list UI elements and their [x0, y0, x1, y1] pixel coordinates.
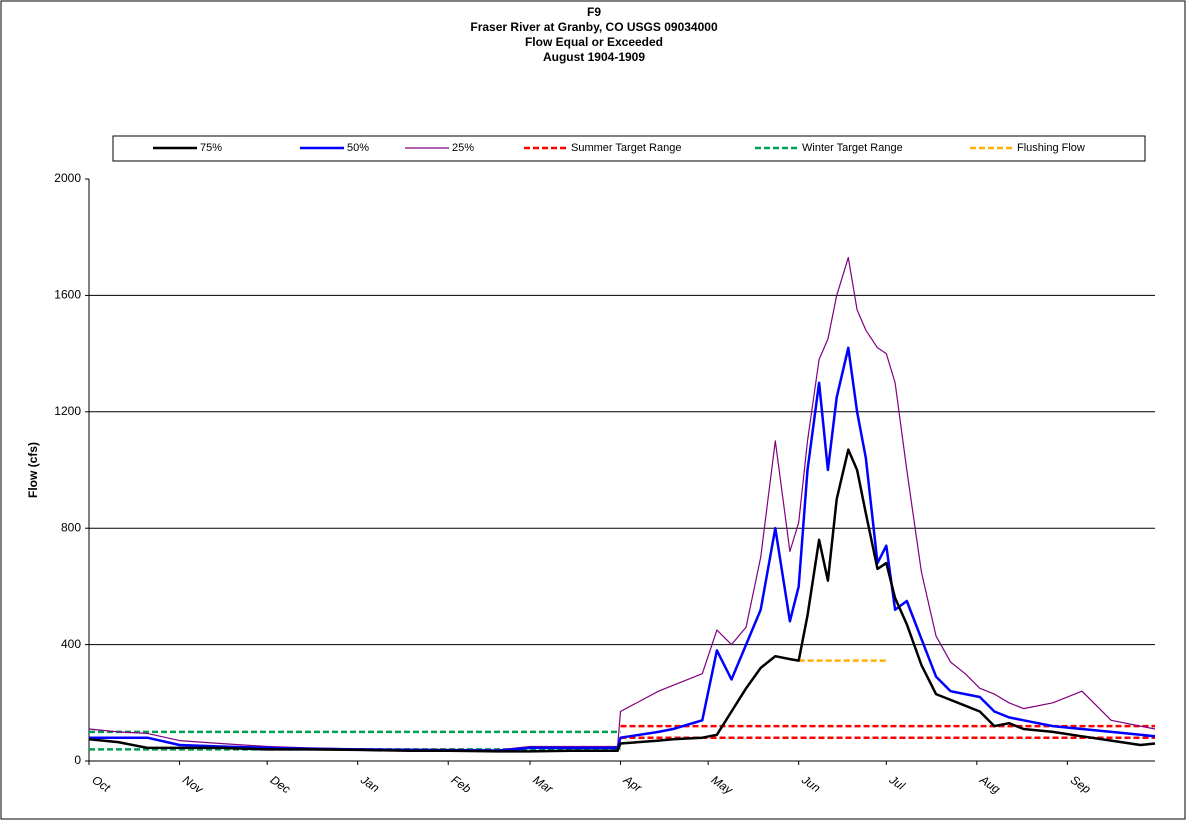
y-tick-label: 0 — [74, 753, 81, 767]
y-tick-label: 2000 — [54, 171, 81, 185]
legend-label: Summer Target Range — [571, 142, 681, 154]
chart-title: Fraser River at Granby, CO USGS 09034000 — [470, 20, 718, 34]
chart-title: Flow Equal or Exceeded — [525, 35, 663, 49]
legend-label: Flushing Flow — [1017, 142, 1085, 154]
y-tick-label: 1600 — [54, 288, 81, 302]
legend-label: 75% — [200, 142, 222, 154]
legend-label: 50% — [347, 142, 369, 154]
y-axis-label: Flow (cfs) — [26, 442, 40, 498]
y-tick-label: 400 — [61, 637, 81, 651]
series-line — [88, 448, 1156, 753]
chart-title: F9 — [587, 5, 601, 19]
legend-label: Winter Target Range — [802, 142, 903, 154]
y-tick-label: 800 — [61, 520, 81, 534]
y-tick-label: 1200 — [54, 404, 81, 418]
chart-title: August 1904-1909 — [543, 50, 645, 64]
legend-label: 25% — [452, 142, 474, 154]
